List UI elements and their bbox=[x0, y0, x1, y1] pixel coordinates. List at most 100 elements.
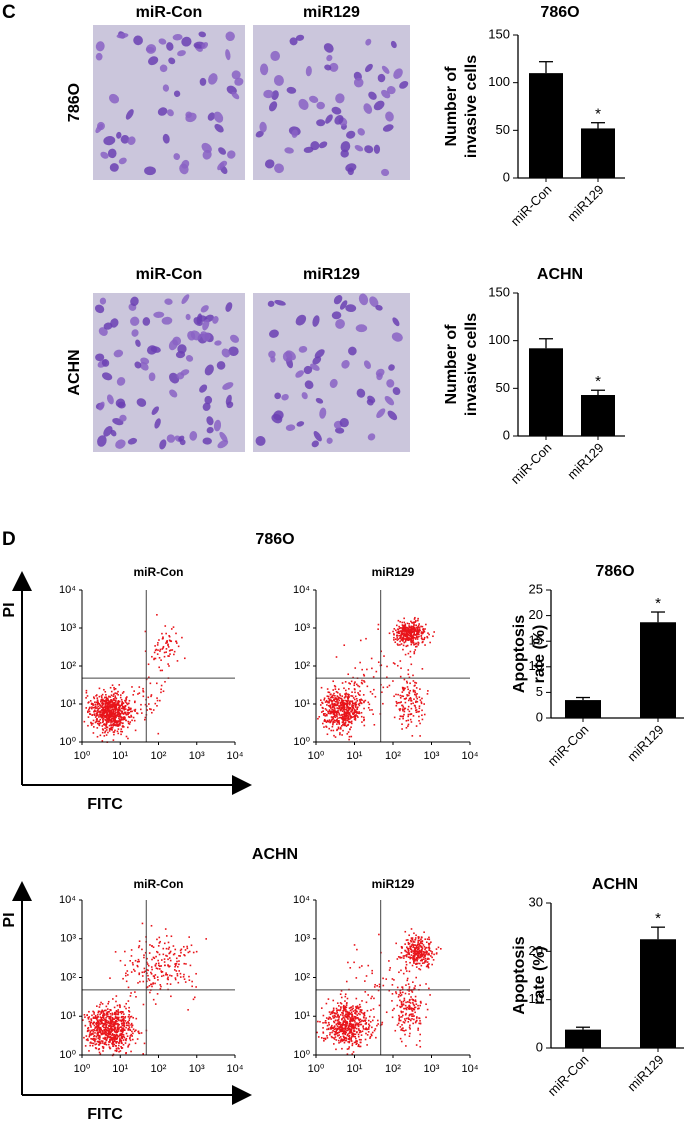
dot bbox=[393, 628, 396, 630]
dot bbox=[400, 627, 402, 629]
dot bbox=[106, 726, 109, 729]
dot bbox=[404, 623, 407, 625]
dot bbox=[110, 1026, 112, 1029]
dot bbox=[143, 956, 145, 959]
dot bbox=[159, 699, 161, 702]
dot bbox=[131, 1030, 133, 1033]
dot bbox=[405, 1008, 408, 1011]
annotation: * bbox=[595, 373, 601, 390]
dot bbox=[408, 632, 411, 635]
dot bbox=[410, 713, 412, 715]
dot bbox=[96, 1027, 99, 1029]
dot bbox=[371, 969, 373, 972]
dot bbox=[362, 1012, 364, 1015]
dot bbox=[338, 1034, 340, 1036]
dot bbox=[184, 981, 187, 983]
dot bbox=[110, 709, 113, 711]
cell bbox=[185, 355, 194, 362]
dot bbox=[412, 1008, 415, 1010]
dot bbox=[127, 1028, 130, 1030]
dot bbox=[347, 731, 350, 733]
cell bbox=[231, 70, 241, 80]
flow-x-tick-label: 10⁰ bbox=[308, 1063, 325, 1075]
dot bbox=[354, 1021, 356, 1023]
dot bbox=[124, 964, 126, 967]
flow-x-tick-label: 10⁴ bbox=[227, 750, 244, 762]
dot bbox=[425, 951, 427, 954]
dot bbox=[407, 939, 409, 941]
dot bbox=[344, 722, 347, 724]
dot bbox=[101, 708, 104, 711]
dot bbox=[92, 722, 94, 725]
dot bbox=[377, 989, 380, 992]
dot bbox=[127, 720, 129, 723]
dot bbox=[351, 1034, 353, 1036]
dot bbox=[134, 1042, 137, 1045]
dot bbox=[410, 620, 412, 623]
cell bbox=[157, 107, 168, 116]
dot bbox=[334, 685, 337, 688]
dot bbox=[336, 1014, 339, 1017]
dot bbox=[410, 635, 413, 638]
dot bbox=[414, 621, 416, 623]
cell bbox=[363, 103, 373, 114]
dot bbox=[102, 709, 104, 712]
dot bbox=[360, 1038, 362, 1041]
dot bbox=[115, 1037, 118, 1040]
dot bbox=[342, 701, 344, 704]
dot bbox=[109, 704, 111, 707]
dot bbox=[102, 717, 105, 720]
dot bbox=[106, 706, 108, 709]
dot bbox=[85, 707, 88, 709]
dot bbox=[347, 698, 349, 700]
dot bbox=[414, 690, 416, 692]
dot bbox=[346, 1033, 349, 1036]
dot bbox=[425, 950, 428, 952]
dot bbox=[111, 1012, 114, 1015]
dot bbox=[407, 1020, 410, 1023]
dot bbox=[97, 1020, 100, 1023]
dot bbox=[96, 707, 98, 709]
cell bbox=[103, 322, 113, 330]
dot bbox=[125, 697, 127, 699]
dot bbox=[370, 997, 372, 1000]
dot bbox=[320, 1007, 323, 1009]
dot bbox=[350, 1017, 352, 1019]
dot bbox=[151, 968, 153, 971]
dot bbox=[124, 701, 127, 703]
dot bbox=[155, 962, 158, 965]
dot bbox=[187, 951, 190, 954]
dot bbox=[419, 1000, 422, 1003]
dot bbox=[163, 961, 166, 963]
dot bbox=[90, 1029, 93, 1032]
dot bbox=[419, 942, 422, 944]
dot bbox=[356, 1005, 359, 1007]
dot bbox=[110, 1031, 112, 1033]
dot bbox=[161, 648, 164, 650]
dot bbox=[329, 1027, 332, 1029]
dot bbox=[93, 1039, 95, 1041]
dot bbox=[121, 1019, 124, 1021]
dot bbox=[393, 1007, 395, 1010]
dot bbox=[410, 632, 412, 635]
dot bbox=[329, 693, 332, 696]
dot bbox=[94, 716, 97, 718]
dot bbox=[113, 1035, 115, 1037]
dot bbox=[156, 967, 159, 970]
dot bbox=[338, 723, 341, 725]
dot bbox=[403, 955, 406, 957]
dot bbox=[411, 998, 413, 1001]
dot bbox=[107, 707, 109, 709]
dot bbox=[413, 626, 415, 629]
cell bbox=[142, 317, 151, 326]
cell bbox=[375, 304, 383, 311]
flow-y-tick-label: 10¹ bbox=[294, 1010, 310, 1022]
dot bbox=[409, 947, 412, 950]
dot bbox=[112, 713, 115, 715]
dot bbox=[372, 1008, 375, 1010]
dot bbox=[332, 723, 334, 726]
dot bbox=[108, 717, 111, 720]
dot bbox=[149, 991, 151, 994]
dot bbox=[320, 711, 323, 713]
dot bbox=[405, 719, 408, 722]
